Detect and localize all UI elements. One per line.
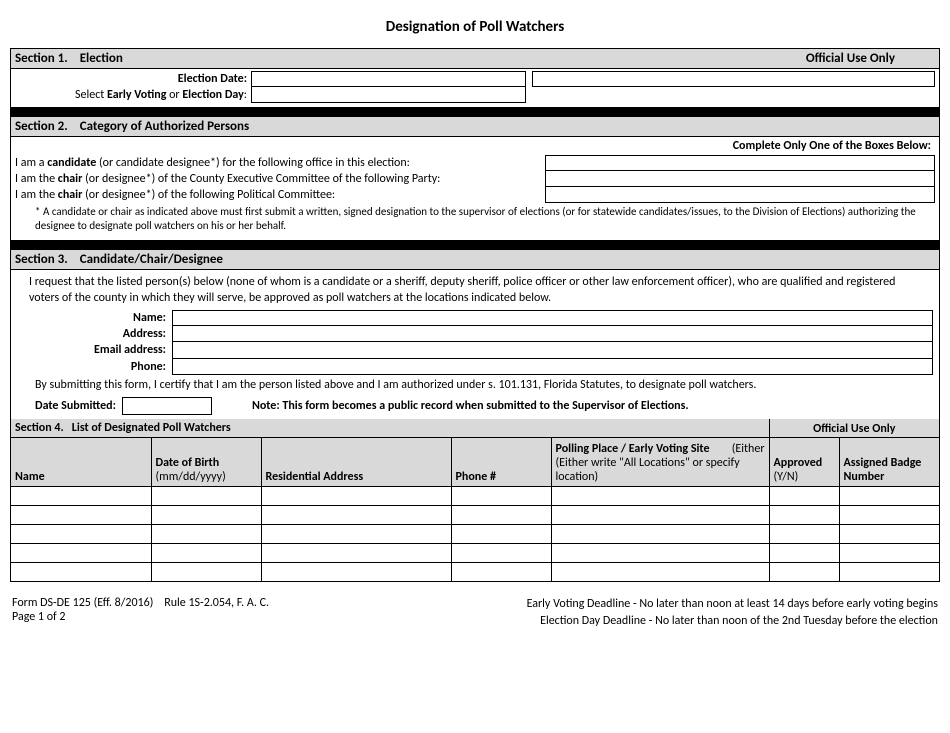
table-cell[interactable] [839,505,939,524]
email-label: Email address: [17,342,172,358]
divider-bar-2 [11,240,939,250]
certification-text: By submitting this form, I certify that … [17,375,933,395]
table-cell[interactable] [451,543,551,562]
col-name: Name [11,437,151,486]
table-cell[interactable] [769,562,839,581]
section3-body: I request that the listed person(s) belo… [11,270,939,419]
phone-input[interactable] [172,359,933,375]
table-cell[interactable] [551,562,769,581]
name-input[interactable] [172,310,933,326]
table-cell[interactable] [11,524,151,543]
col-phone: Phone # [451,437,551,486]
table-cell[interactable] [551,524,769,543]
table-cell[interactable] [11,486,151,505]
section1-body: Election Date: Select Early Voting or El… [11,69,939,107]
footer-left: Form DS-DE 125 (Eff. 8/2016) Rule 1S-2.0… [12,596,269,628]
section3-title: Candidate/Chair/Designee [80,252,223,267]
section1-title: Election [80,51,123,66]
committee-input[interactable] [545,187,935,203]
table-cell[interactable] [151,524,261,543]
footer-right: Early Voting Deadline - No later than no… [527,596,938,628]
footer: Form DS-DE 125 (Eff. 8/2016) Rule 1S-2.0… [10,596,940,628]
section2-header: Section 2. Category of Authorized Person… [11,117,939,137]
section1-official: Official Use Only [806,51,935,66]
official-use-box-1 [532,71,935,87]
table-cell[interactable] [451,486,551,505]
date-submitted-label: Date Submitted: [35,398,116,414]
table-cell[interactable] [11,543,151,562]
section4-body [11,486,939,581]
table-cell[interactable] [261,486,451,505]
form-container: Section 1. Election Official Use Only El… [10,48,940,582]
candidate-office-input[interactable] [545,155,935,171]
table-cell[interactable] [551,505,769,524]
table-cell[interactable] [551,486,769,505]
col-polling-place: Polling Place / Early Voting Site(Either… [551,437,769,486]
table-cell[interactable] [11,505,151,524]
table-cell[interactable] [151,505,261,524]
section3-num: Section 3. [15,252,68,267]
table-cell[interactable] [769,505,839,524]
table-cell[interactable] [261,524,451,543]
table-cell[interactable] [451,562,551,581]
date-submitted-input[interactable] [122,397,212,415]
name-label: Name: [17,310,172,326]
public-record-note: Note: This form becomes a public record … [252,398,689,414]
candidate-line: I am a candidate (or candidate designee*… [11,155,939,171]
table-cell[interactable] [839,524,939,543]
table-cell[interactable] [769,543,839,562]
election-date-input[interactable] [251,71,526,87]
address-input[interactable] [172,326,933,342]
page-title: Designation of Poll Watchers [10,18,940,36]
table-row [11,524,939,543]
table-cell[interactable] [839,543,939,562]
date-submitted-row: Date Submitted: Note: This form becomes … [17,395,933,419]
party-input[interactable] [545,171,935,187]
section2-body: Complete Only One of the Boxes Below: I … [11,137,939,240]
table-cell[interactable] [261,505,451,524]
col-address: Residential Address [261,437,451,486]
early-voting-select-input[interactable] [251,87,526,103]
section1-header: Section 1. Election Official Use Only [11,49,939,69]
section1-num: Section 1. [15,51,68,66]
section2-title: Category of Authorized Persons [80,119,250,134]
table-cell[interactable] [261,562,451,581]
divider-bar-1 [11,107,939,117]
election-date-label: Election Date: [11,71,251,87]
email-input[interactable] [172,342,933,358]
section4-official: Official Use Only [769,419,939,438]
table-cell[interactable] [769,486,839,505]
table-cell[interactable] [261,543,451,562]
table-cell[interactable] [151,486,261,505]
phone-label: Phone: [17,359,172,375]
address-label: Address: [17,326,172,342]
section4-header: Section 4. List of Designated Poll Watch… [11,419,769,438]
table-row [11,505,939,524]
col-approved: Approved(Y/N) [769,437,839,486]
table-cell[interactable] [769,524,839,543]
complete-one-instruction: Complete Only One of the Boxes Below: [11,137,939,155]
table-row [11,562,939,581]
col-dob: Date of Birth(mm/dd/yyyy) [151,437,261,486]
section4-table: Section 4. List of Designated Poll Watch… [11,419,939,582]
table-row [11,543,939,562]
table-cell[interactable] [11,562,151,581]
table-cell[interactable] [451,524,551,543]
table-row [11,486,939,505]
col-badge: Assigned BadgeNumber [839,437,939,486]
chair-party-line: I am the chair (or designee*) of the Cou… [11,171,939,187]
section3-header: Section 3. Candidate/Chair/Designee [11,250,939,270]
request-text: I request that the listed person(s) belo… [17,274,933,310]
table-cell[interactable] [551,543,769,562]
table-cell[interactable] [151,543,261,562]
early-voting-or-election-day-label: Select Early Voting or Election Day: [11,87,251,103]
table-cell[interactable] [451,505,551,524]
table-cell[interactable] [151,562,261,581]
section2-num: Section 2. [15,119,68,134]
chair-committee-line: I am the chair (or designee*) of the fol… [11,187,939,203]
table-cell[interactable] [839,486,939,505]
designee-note: * A candidate or chair as indicated abov… [11,203,939,240]
table-cell[interactable] [839,562,939,581]
